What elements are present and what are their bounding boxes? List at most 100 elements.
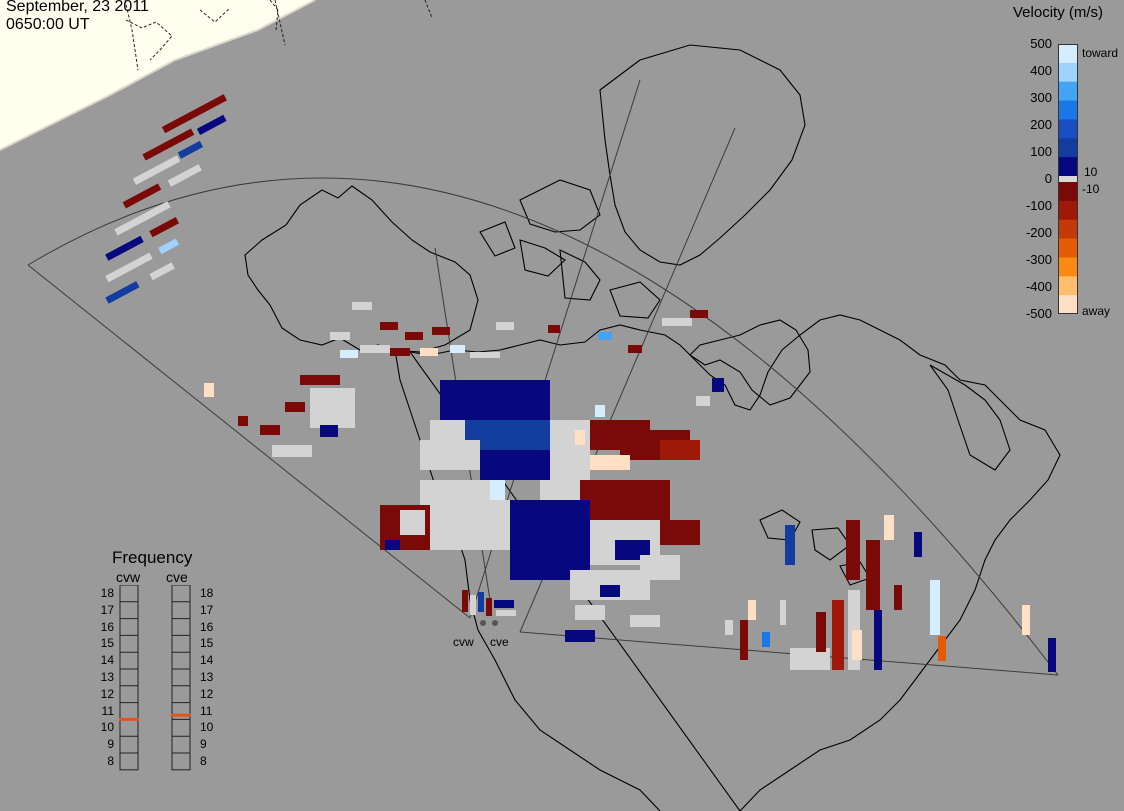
time-label: 0650:00 UT <box>6 16 90 33</box>
vel-cell <box>598 332 612 340</box>
frequency-scale-label-right: 14 <box>200 653 214 668</box>
frequency-scale-label-right: 9 <box>200 737 207 752</box>
western-arc <box>105 94 227 304</box>
vel-cell <box>590 455 630 470</box>
vel-cell <box>628 345 642 353</box>
frequency-scale-label-right: 18 <box>200 585 214 600</box>
velocity-tick-label: 100 <box>1030 144 1052 159</box>
vel-cell <box>690 310 708 318</box>
vel-cell <box>660 440 700 460</box>
velocity-tick-label: -500 <box>1025 306 1052 321</box>
vel-cell <box>600 585 620 597</box>
vel-cell <box>405 332 423 340</box>
vel-cell <box>142 128 195 161</box>
vel-cell <box>662 318 692 326</box>
vel-cell <box>440 380 550 420</box>
frequency-title: Frequency <box>112 548 193 567</box>
frequency-scale-label-right: 10 <box>200 720 214 735</box>
vel-cell <box>149 217 180 238</box>
central-cluster <box>380 380 700 642</box>
vel-cell <box>432 327 450 335</box>
vel-cell <box>1048 638 1056 672</box>
colorbar-segment-toward <box>1058 100 1078 120</box>
frequency-indicator-cvw <box>119 717 139 721</box>
vel-cell <box>285 402 305 412</box>
vel-cell <box>630 615 660 627</box>
vel-cell <box>490 480 505 500</box>
colorbar-segment-away <box>1058 276 1078 296</box>
coastlines <box>244 44 1061 811</box>
vel-cell <box>122 183 162 209</box>
vel-cell <box>167 164 202 187</box>
radar-site-label-cvw: cvw <box>453 635 474 649</box>
vel-cell <box>852 630 862 660</box>
vel-cell <box>340 350 358 358</box>
vel-cell <box>430 500 510 550</box>
vel-cell <box>161 94 227 134</box>
frequency-scale-label-left: 16 <box>100 619 114 634</box>
near-range-fan <box>462 590 516 616</box>
vel-cell <box>380 322 398 330</box>
vel-cell <box>580 480 670 520</box>
alaska-coast <box>244 185 479 353</box>
velocity-tick-label: -300 <box>1025 252 1052 267</box>
colorbar-segment-toward <box>1058 119 1078 139</box>
vel-cell <box>300 375 340 385</box>
vel-cell <box>740 620 748 660</box>
vel-cell <box>938 636 946 661</box>
vel-cell <box>1022 605 1030 635</box>
vel-cell <box>105 281 140 304</box>
frequency-scale-label-right: 8 <box>200 753 207 768</box>
legend-toward-label: toward <box>1082 46 1119 60</box>
colorbar-segment-toward <box>1058 157 1078 177</box>
colorbar-segment-toward <box>1058 62 1078 83</box>
vel-cell <box>385 540 400 550</box>
vel-cell <box>866 540 880 610</box>
vel-cell <box>420 348 438 356</box>
vel-cell <box>762 632 770 647</box>
colorbar-border <box>1058 44 1078 314</box>
legend-away-label: away <box>1082 304 1111 318</box>
vel-cell <box>846 520 860 580</box>
vel-cell <box>884 515 894 540</box>
frequency-scale-label-left: 12 <box>100 686 114 701</box>
frequency-scale-label-left: 10 <box>100 720 114 735</box>
vel-cell <box>550 420 590 480</box>
vel-cell <box>480 450 550 480</box>
northern-arc <box>204 302 724 457</box>
vel-cell <box>132 155 181 185</box>
velocity-tick-label: 200 <box>1030 117 1052 132</box>
vel-cell <box>204 383 214 397</box>
vel-cell <box>114 201 171 236</box>
vel-cell <box>470 595 476 615</box>
vel-cell <box>816 612 826 652</box>
vel-cell <box>390 348 410 356</box>
vel-cell <box>696 396 710 406</box>
vel-cell <box>496 322 514 330</box>
vel-cell <box>158 238 180 255</box>
eastern-strips <box>725 515 1056 672</box>
vel-cell <box>470 352 500 358</box>
frequency-scale-label-right: 17 <box>200 602 214 617</box>
vel-cell <box>360 345 390 353</box>
vel-cell <box>595 405 605 417</box>
frequency-scale-label-right: 12 <box>200 686 214 701</box>
colorbar-segment-away <box>1058 295 1078 314</box>
vel-cell <box>196 114 227 136</box>
vel-cell <box>548 325 560 333</box>
frequency-radar-label-cvw: cvw <box>116 569 141 585</box>
frequency-scale-label-left: 13 <box>100 669 114 684</box>
colorbar-segment-away <box>1058 182 1078 202</box>
baffin-coast <box>929 364 1011 471</box>
legend-threshold-pos: 10 <box>1084 165 1098 179</box>
vel-cell <box>496 610 516 616</box>
velocity-tick-label: 400 <box>1030 63 1052 78</box>
frequency-gauge-cvw <box>119 585 139 771</box>
frequency-scale-label-left: 18 <box>100 585 114 600</box>
frequency-scale-label-right: 16 <box>200 619 214 634</box>
vel-cell <box>420 440 480 470</box>
vel-cell <box>486 598 492 616</box>
greenland-coast <box>599 44 806 266</box>
radar-site-marker <box>492 620 498 626</box>
